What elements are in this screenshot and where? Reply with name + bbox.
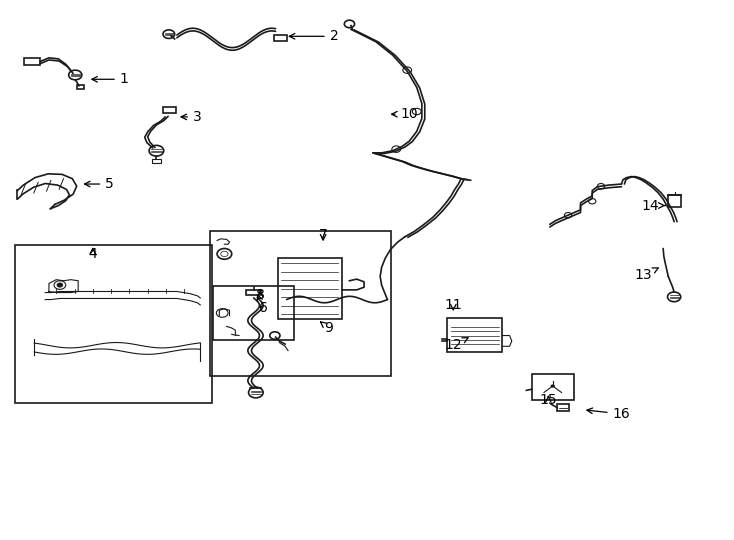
Text: 2: 2 [289,29,338,43]
Circle shape [344,20,355,28]
Circle shape [163,30,175,38]
Bar [557,404,569,411]
Text: 4: 4 [88,247,97,261]
Circle shape [54,281,66,289]
Circle shape [57,283,63,287]
Bar [77,85,84,89]
Bar [274,35,287,41]
Bar [163,107,176,113]
Text: 11: 11 [444,298,462,312]
Bar [214,286,294,340]
Bar [668,195,681,207]
Circle shape [413,109,421,114]
Bar [24,58,40,65]
Text: 1: 1 [92,72,128,86]
Text: 5: 5 [84,177,114,191]
Bar [277,258,342,320]
Text: 13: 13 [635,268,658,282]
Circle shape [392,146,401,152]
Circle shape [217,248,232,259]
Text: 3: 3 [181,110,202,124]
Circle shape [221,251,228,256]
Bar [15,245,212,403]
Circle shape [217,309,228,318]
Text: 9: 9 [321,321,333,335]
Circle shape [270,332,280,339]
Text: 16: 16 [587,407,631,421]
Text: 10: 10 [392,107,418,121]
Text: 15: 15 [539,393,557,407]
Text: 7: 7 [319,228,327,242]
Bar [247,290,261,295]
Circle shape [667,292,680,302]
Text: 8: 8 [256,288,265,302]
Circle shape [597,184,605,189]
Bar [531,374,574,400]
Bar [210,231,391,376]
Bar [152,159,161,163]
Circle shape [249,387,264,398]
Text: 14: 14 [642,199,665,213]
Text: 12: 12 [445,338,468,352]
Circle shape [69,70,81,80]
Circle shape [149,145,164,156]
Circle shape [403,67,412,73]
Text: 6: 6 [258,295,268,315]
Circle shape [550,384,555,388]
Bar [448,319,502,352]
Circle shape [589,199,596,204]
Circle shape [564,213,572,218]
